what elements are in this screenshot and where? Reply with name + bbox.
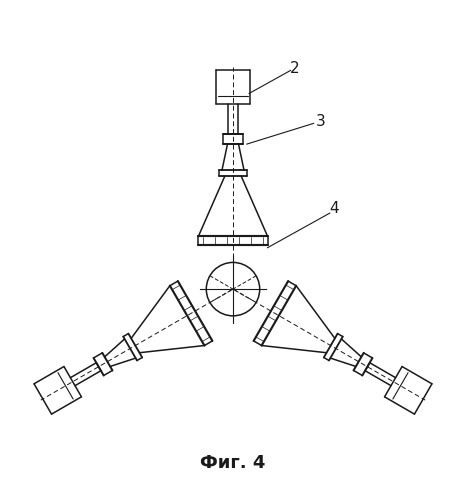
Text: 4: 4 xyxy=(329,201,339,216)
Text: Фиг. 4: Фиг. 4 xyxy=(200,454,266,471)
Text: 3: 3 xyxy=(315,114,325,128)
Text: 2: 2 xyxy=(290,60,300,76)
